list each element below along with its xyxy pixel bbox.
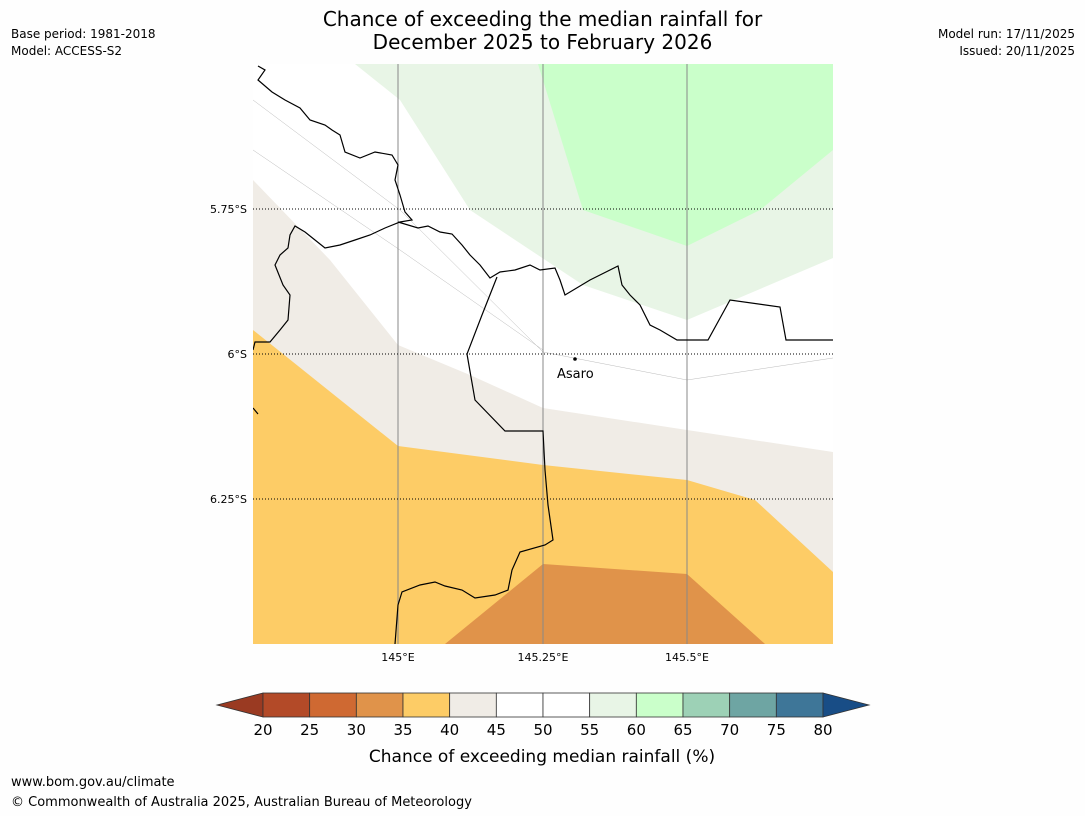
lat-label-5-75: 5.75°S [210,203,247,216]
lon-labels: 145°E 145.25°E 145.5°E [381,651,709,664]
region-dark-orange [445,564,765,644]
colorbar-tick-label: 50 [533,721,552,739]
lon-label-145: 145°E [381,651,414,664]
base-period-text: Base period: 1981-2018 [11,27,156,41]
boundaries [253,65,833,644]
model-text: Model: ACCESS-S2 [11,44,123,58]
colorbar-tick-label: 35 [393,721,412,739]
colorbar-segment [262,692,311,718]
issued-text: Issued: 20/11/2025 [959,44,1075,58]
colorbar-segment [682,692,731,718]
colorbar-tick-label: 80 [813,721,832,739]
colorbar-segment [589,692,637,718]
place-asaro: Asaro [557,357,594,382]
lon-label-145-5: 145.5°E [665,651,709,664]
colorbar-tick-label: 65 [673,721,692,739]
colorbar-segment [449,692,497,718]
province-boundary-central [394,276,554,644]
colorbar-segment [495,692,544,718]
region-bright-green [538,64,833,246]
boundary-west-stub [253,407,259,415]
colorbar-segment [309,692,357,718]
colorbar-tick-label: 55 [580,721,599,739]
colorbar-tick-label: 30 [347,721,366,739]
title-line-1: Chance of exceeding the median rainfall … [322,7,763,31]
colorbar-tick-label: 20 [253,721,272,739]
province-boundary-east [397,221,833,341]
colorbar-tick-label: 40 [440,721,459,739]
colorbar-tick-label: 45 [487,721,506,739]
meta-left: Base period: 1981-2018 Model: ACCESS-S2 [11,26,156,60]
colorbar-segment [775,692,824,718]
colorbar-segment [355,692,404,718]
title-line-2: December 2025 to February 2026 [372,30,713,54]
graticule [253,64,833,644]
colorbar-under-arrow [215,692,264,718]
model-run-text: Model run: 17/11/2025 [937,27,1075,41]
colorbar-segment [729,692,777,718]
lon-label-145-25: 145.25°E [518,651,569,664]
asaro-label: Asaro [557,367,594,382]
colorbar-tick-label: 75 [767,721,786,739]
colorbar-segments [262,692,824,718]
lat-labels: 5.75°S 6°S 6.25°S [210,203,247,506]
footer-url: www.bom.gov.au/climate [11,775,175,790]
colorbar-label: Chance of exceeding median rainfall (%) [369,747,715,767]
colorbar-tick-label: 25 [300,721,319,739]
colorbar-segment [402,692,451,718]
colorbar-tick-label: 70 [720,721,739,739]
lat-label-6: 6°S [228,348,247,361]
colorbar-segment [542,692,591,718]
colorbar-segment [635,692,684,718]
meta-right: Model run: 17/11/2025 Issued: 20/11/2025 [938,26,1075,60]
colorbar-over-arrow [822,692,871,718]
chart-title: Chance of exceeding the median rainfall … [200,8,885,54]
colorbar-tick-labels: 20 25 30 35 40 45 50 55 60 65 70 75 80 [253,721,832,739]
footer-copyright: © Commonwealth of Australia 2025, Austra… [11,795,472,810]
colorbar-tick-label: 60 [627,721,646,739]
asaro-marker [573,357,577,361]
lat-label-6-25: 6.25°S [210,493,247,506]
